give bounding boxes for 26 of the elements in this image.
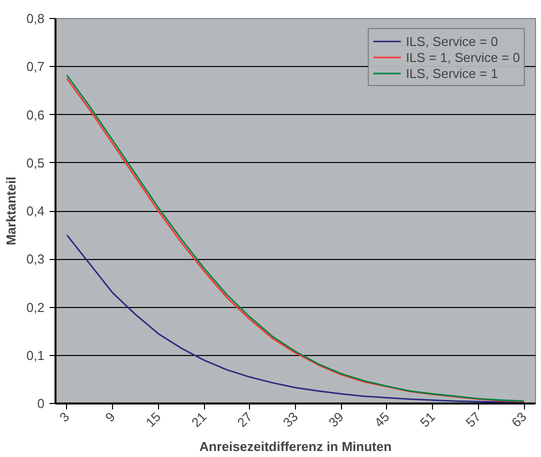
line-series [66, 234, 525, 404]
legend-label: ILS, Service = 0 [406, 33, 498, 49]
legend-label: ILS = 1, Service = 0 [406, 49, 520, 65]
y-tick-label: 0,6 [26, 107, 45, 122]
y-tick-label: 0,4 [26, 204, 45, 218]
y-tick-label: 0,8 [26, 11, 45, 26]
x-tick-label: 51 [417, 409, 438, 430]
x-tick-label: 33 [280, 409, 301, 430]
y-tick-label: 0 [37, 396, 45, 411]
x-tick-label: 39 [326, 409, 347, 430]
y-tick-label: 0,3 [26, 252, 45, 267]
x-tick-label: 63 [508, 409, 530, 430]
y-axis-title: Marktanteil [3, 176, 18, 246]
x-axis-title: Anreisezeitdifferenz in Minuten [199, 439, 392, 454]
x-tick-label: 57 [462, 409, 484, 430]
x-tick-label: 21 [188, 409, 210, 430]
x-tick-label: 27 [234, 409, 256, 430]
x-tick-label: 9 [102, 409, 118, 425]
y-tick-label: 0,1 [26, 348, 45, 363]
x-tick-label: 45 [371, 409, 392, 430]
x-tick-label: 15 [142, 409, 164, 430]
x-tick-label: 3 [56, 409, 72, 425]
y-tick-label: 0,5 [26, 155, 45, 170]
y-tick-label: 0,2 [26, 300, 45, 315]
legend-label: ILS, Service = 1 [406, 65, 498, 81]
y-tick-label: 0,7 [26, 59, 45, 74]
